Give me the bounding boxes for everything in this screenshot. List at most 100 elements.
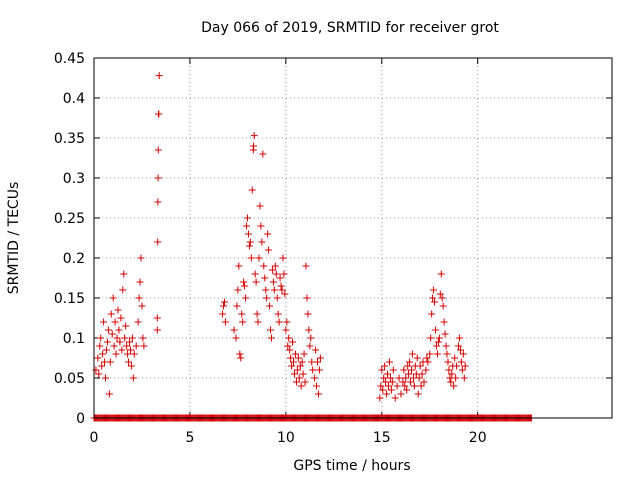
data-point [439,302,447,310]
data-point [132,342,140,350]
data-point [96,342,104,350]
data-point [315,366,323,374]
data-point [290,370,298,378]
data-point [98,362,106,370]
data-point [242,294,250,302]
data-point [460,374,468,382]
data-point [434,338,442,346]
data-point [253,310,261,318]
data-point [290,358,298,366]
data-point [281,290,289,298]
x-tick-label: 0 [90,430,99,446]
data-point [452,374,460,382]
data-point [423,354,431,362]
data-point [305,326,313,334]
data-point [400,366,408,374]
data-point [94,354,102,362]
data-point [117,314,125,322]
data-point [408,350,416,358]
data-point [237,354,245,362]
data-point [285,334,293,342]
data-point [271,262,279,270]
data-point [458,366,466,374]
data-point [393,382,401,390]
data-point [287,354,295,362]
data-point [100,318,108,326]
data-point [109,294,117,302]
y-tick-label: 0.3 [63,171,85,187]
data-point [262,286,270,294]
data-point [381,362,389,370]
data-point [284,342,292,350]
data-point [438,294,446,302]
data-point [274,310,282,318]
data-point [433,350,441,358]
data-point [252,278,260,286]
data-point [125,358,133,366]
data-point [424,358,432,366]
data-point [447,378,455,386]
data-point [236,350,244,358]
data-point [437,270,445,278]
data-point [453,362,461,370]
y-tick-label: 0.2 [63,251,85,267]
data-point [220,302,227,310]
data-point [138,302,146,310]
data-point [385,358,393,366]
data-point [266,302,274,310]
data-point [384,382,392,390]
data-point [155,110,163,118]
data-point [306,342,314,350]
data-point [257,222,265,230]
data-point [313,382,321,390]
y-tick-label: 0.15 [54,291,85,307]
data-point [294,354,302,362]
data-point [445,366,453,374]
data-point [261,274,269,282]
data-point [376,394,384,402]
data-point [243,214,251,222]
data-point [121,334,129,342]
data-point [387,386,395,394]
data-point [430,286,438,294]
data-point [108,330,116,338]
data-point [413,354,421,362]
data-point [379,386,387,394]
data-point [154,174,162,182]
data-point [397,390,405,398]
data-point [435,334,443,342]
data-point [238,310,246,318]
data-point [126,346,134,354]
data-point [244,230,252,238]
data-point [378,366,386,374]
data-point [248,186,256,194]
data-point [279,254,287,262]
data-point [154,146,162,154]
data-point [377,382,385,390]
data-point [118,346,126,354]
data-point [140,342,148,350]
data-point [111,318,119,326]
data-point [450,382,458,390]
data-point [296,362,304,370]
data-point [114,306,122,314]
data-point [113,334,121,342]
data-point [455,334,463,342]
data-point [125,338,133,346]
y-tick-label: 0.05 [54,371,85,387]
data-point [119,286,127,294]
data-point [391,394,399,402]
data-point [436,290,444,298]
data-point [102,374,110,382]
y-tick-label: 0.35 [54,131,85,147]
data-point [110,342,118,350]
data-point [259,150,267,158]
data-point [459,350,467,358]
data-point [444,358,452,366]
data-point [247,254,255,262]
data-point [314,358,322,366]
data-point [428,310,436,318]
data-point [112,350,120,358]
data-point [102,346,110,354]
